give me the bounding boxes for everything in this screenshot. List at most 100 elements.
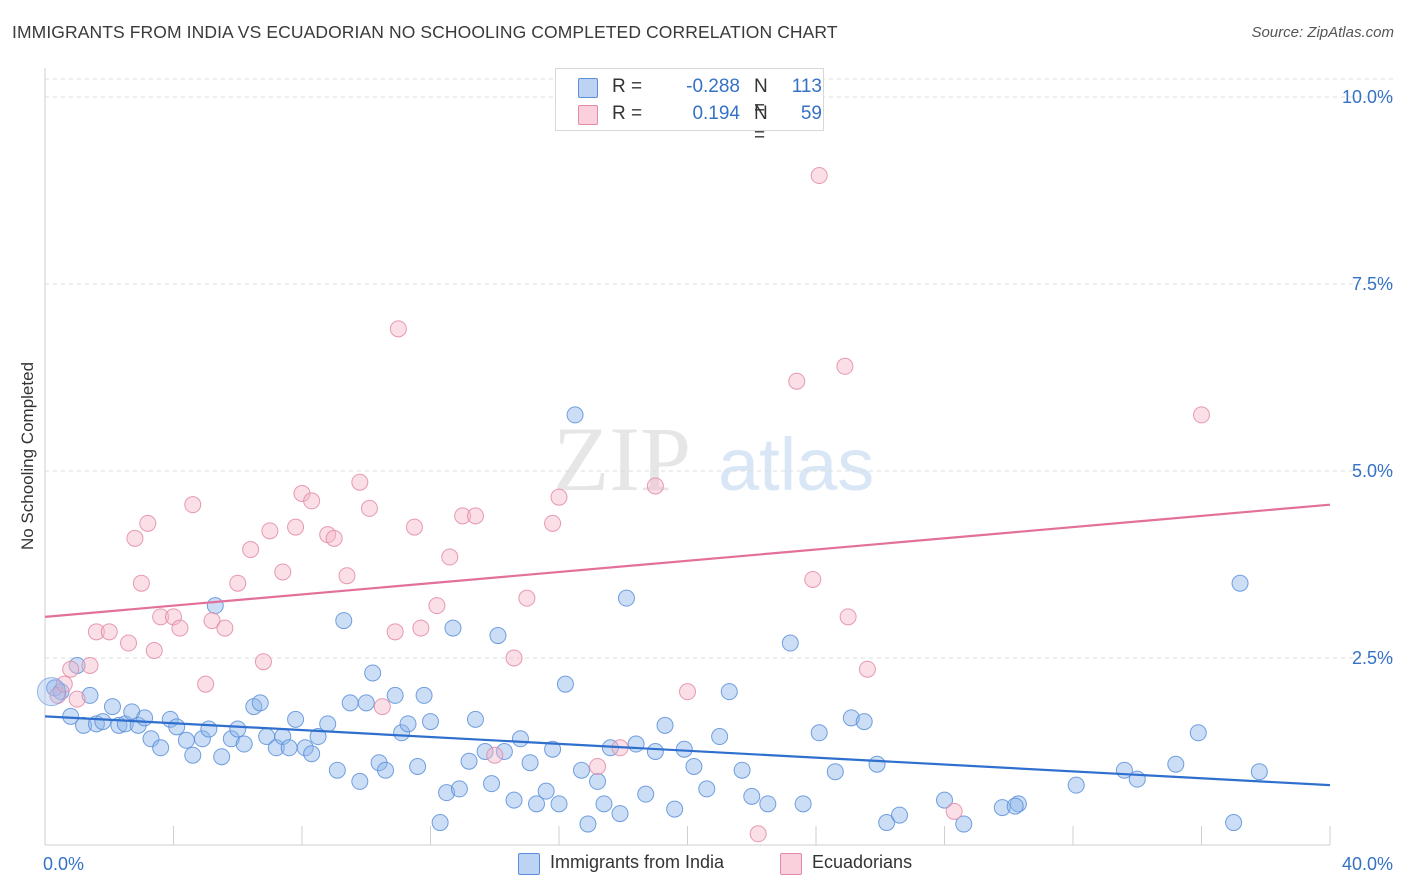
data-point xyxy=(341,694,359,712)
data-point xyxy=(1067,776,1085,794)
data-point xyxy=(878,814,896,832)
y-tick-label: 5.0% xyxy=(1352,461,1393,481)
data-point xyxy=(505,649,523,667)
data-point xyxy=(749,825,767,843)
legend-label-india: Immigrants from India xyxy=(550,852,725,872)
data-point xyxy=(405,518,423,536)
data-point xyxy=(94,713,112,731)
data-point xyxy=(415,686,433,704)
data-point xyxy=(759,795,777,813)
data-point xyxy=(466,507,484,525)
data-point xyxy=(1167,755,1185,773)
data-point xyxy=(685,757,703,775)
data-point xyxy=(556,675,574,693)
data-point xyxy=(466,710,484,728)
data-point xyxy=(550,795,568,813)
data-point xyxy=(698,780,716,798)
data-point xyxy=(184,496,202,514)
data-point xyxy=(1009,795,1027,813)
chart-title: IMMIGRANTS FROM INDIA VS ECUADORIAN NO S… xyxy=(12,22,838,42)
data-point xyxy=(521,754,539,772)
data-point xyxy=(627,735,645,753)
data-point xyxy=(858,660,876,678)
data-point xyxy=(572,761,590,779)
correlation-legend: R = -0.288 N = 113 R = 0.194 N = 59 xyxy=(555,68,824,146)
data-point xyxy=(103,698,121,716)
data-point xyxy=(836,357,854,375)
watermark: ZIP atlas xyxy=(553,408,874,510)
data-point xyxy=(544,740,562,758)
data-point xyxy=(222,730,240,748)
source-label: Source: ZipAtlas.com xyxy=(1251,24,1394,41)
data-point xyxy=(528,795,546,813)
legend-r-value-ecuadorians: 0.194 xyxy=(692,103,740,124)
data-point xyxy=(373,698,391,716)
data-point xyxy=(229,574,247,592)
data-point xyxy=(842,709,860,727)
data-point xyxy=(637,785,655,803)
data-point xyxy=(81,656,99,674)
data-point xyxy=(216,619,234,637)
legend-swatch-india xyxy=(518,853,540,875)
data-point xyxy=(389,320,407,338)
data-point xyxy=(120,634,138,652)
data-point xyxy=(794,795,812,813)
data-point xyxy=(81,686,99,704)
data-point xyxy=(855,713,873,731)
legend-label-ecuadorians: Ecuadorians xyxy=(812,852,913,872)
data-points xyxy=(36,167,1268,843)
data-point xyxy=(679,683,696,701)
data-point xyxy=(203,612,221,630)
data-point xyxy=(511,730,529,748)
axes xyxy=(44,68,1331,846)
data-point xyxy=(936,791,953,809)
data-point xyxy=(184,746,202,764)
data-point xyxy=(550,488,568,506)
y-tick-label: 7.5% xyxy=(1352,274,1393,294)
data-point xyxy=(87,623,105,641)
data-point xyxy=(287,518,305,536)
data-point xyxy=(489,627,507,645)
data-point xyxy=(646,743,664,760)
legend-swatch-india xyxy=(578,78,598,98)
data-point xyxy=(364,664,382,682)
data-point xyxy=(152,739,170,757)
data-point xyxy=(589,772,607,790)
data-point xyxy=(335,612,353,630)
data-point xyxy=(666,800,684,818)
data-point xyxy=(579,815,597,833)
data-point xyxy=(235,735,253,753)
data-point xyxy=(412,619,430,637)
data-point xyxy=(386,686,404,704)
data-point xyxy=(868,755,886,773)
data-point xyxy=(891,806,909,824)
data-point xyxy=(287,710,305,728)
data-point xyxy=(254,653,272,671)
data-point xyxy=(788,372,806,390)
data-point xyxy=(595,795,613,813)
legend-swatch-ecuadorians xyxy=(780,853,802,875)
data-point xyxy=(319,715,337,733)
data-point xyxy=(62,660,80,678)
data-point xyxy=(145,642,163,660)
legend-r-label: R = xyxy=(612,76,643,97)
legend-n-value-ecuadorians: 59 xyxy=(800,103,822,124)
data-point xyxy=(441,548,459,566)
data-point xyxy=(251,694,269,712)
data-point xyxy=(431,814,449,832)
data-point xyxy=(325,529,343,547)
data-point xyxy=(566,406,584,424)
data-point xyxy=(338,567,356,585)
y-tick-label: 2.5% xyxy=(1352,648,1393,668)
data-point xyxy=(242,541,260,559)
data-point xyxy=(476,743,494,760)
data-point xyxy=(68,690,86,708)
data-point xyxy=(351,473,369,491)
data-point xyxy=(711,728,729,746)
data-point xyxy=(733,761,751,779)
data-point xyxy=(646,477,664,495)
data-point xyxy=(303,745,321,763)
data-point xyxy=(460,752,478,770)
data-point xyxy=(955,815,973,833)
